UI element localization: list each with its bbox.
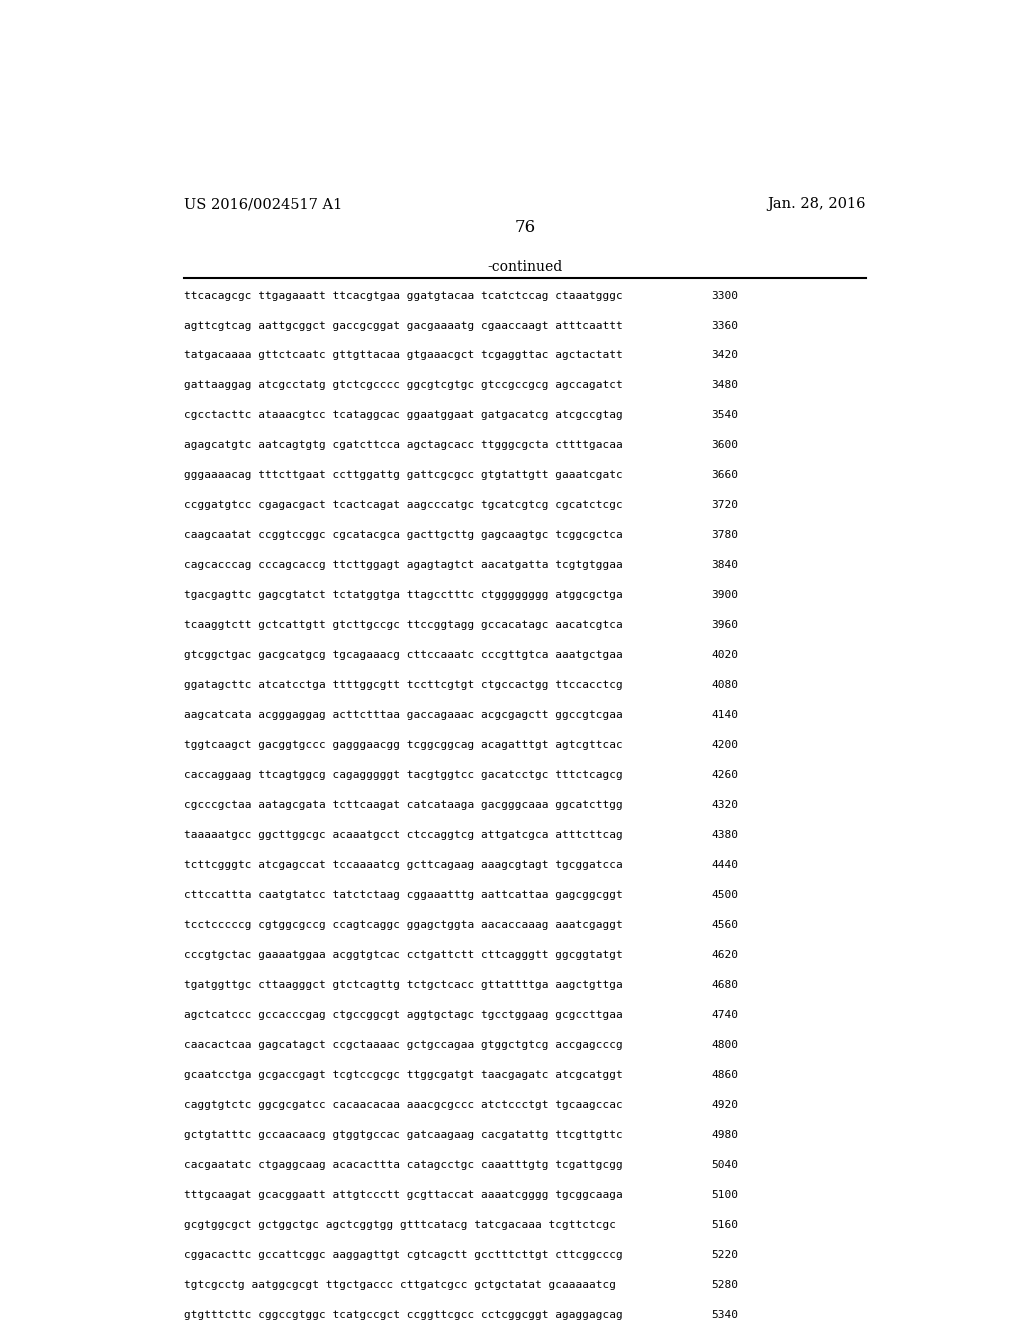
- Text: cagcacccag cccagcaccg ttcttggagt agagtagtct aacatgatta tcgtgtggaa: cagcacccag cccagcaccg ttcttggagt agagtag…: [183, 561, 623, 570]
- Text: 4500: 4500: [712, 890, 738, 900]
- Text: agagcatgtc aatcagtgtg cgatcttcca agctagcacc ttgggcgcta cttttgacaa: agagcatgtc aatcagtgtg cgatcttcca agctagc…: [183, 441, 623, 450]
- Text: gtgtttcttc cggccgtggc tcatgccgct ccggttcgcc cctcggcggt agaggagcag: gtgtttcttc cggccgtggc tcatgccgct ccggttc…: [183, 1309, 623, 1320]
- Text: 4320: 4320: [712, 800, 738, 810]
- Text: 3420: 3420: [712, 351, 738, 360]
- Text: US 2016/0024517 A1: US 2016/0024517 A1: [183, 197, 342, 211]
- Text: cacgaatatc ctgaggcaag acacacttta catagcctgc caaatttgtg tcgattgcgg: cacgaatatc ctgaggcaag acacacttta catagcc…: [183, 1160, 623, 1170]
- Text: gattaaggag atcgcctatg gtctcgcccc ggcgtcgtgc gtccgccgcg agccagatct: gattaaggag atcgcctatg gtctcgcccc ggcgtcg…: [183, 380, 623, 391]
- Text: ccggatgtcc cgagacgact tcactcagat aagcccatgc tgcatcgtcg cgcatctcgc: ccggatgtcc cgagacgact tcactcagat aagccca…: [183, 500, 623, 511]
- Text: tcttcgggtc atcgagccat tccaaaatcg gcttcagaag aaagcgtagt tgcggatcca: tcttcgggtc atcgagccat tccaaaatcg gcttcag…: [183, 861, 623, 870]
- Text: 3600: 3600: [712, 441, 738, 450]
- Text: tgatggttgc cttaagggct gtctcagttg tctgctcacc gttattttga aagctgttga: tgatggttgc cttaagggct gtctcagttg tctgctc…: [183, 981, 623, 990]
- Text: 4620: 4620: [712, 950, 738, 960]
- Text: 3960: 3960: [712, 620, 738, 631]
- Text: ttcacagcgc ttgagaaatt ttcacgtgaa ggatgtacaa tcatctccag ctaaatgggc: ttcacagcgc ttgagaaatt ttcacgtgaa ggatgta…: [183, 290, 623, 301]
- Text: agttcgtcag aattgcggct gaccgcggat gacgaaaatg cgaaccaagt atttcaattt: agttcgtcag aattgcggct gaccgcggat gacgaaa…: [183, 321, 623, 330]
- Text: 5280: 5280: [712, 1280, 738, 1290]
- Text: caggtgtctc ggcgcgatcc cacaacacaa aaacgcgccc atctccctgt tgcaagccac: caggtgtctc ggcgcgatcc cacaacacaa aaacgcg…: [183, 1100, 623, 1110]
- Text: 4800: 4800: [712, 1040, 738, 1051]
- Text: tcaaggtctt gctcattgtt gtcttgccgc ttccggtagg gccacatagc aacatcgtca: tcaaggtctt gctcattgtt gtcttgccgc ttccggt…: [183, 620, 623, 631]
- Text: gcgtggcgct gctggctgc agctcggtgg gtttcatacg tatcgacaaa tcgttctcgc: gcgtggcgct gctggctgc agctcggtgg gtttcata…: [183, 1220, 615, 1230]
- Text: cccgtgctac gaaaatggaa acggtgtcac cctgattctt cttcagggtt ggcggtatgt: cccgtgctac gaaaatggaa acggtgtcac cctgatt…: [183, 950, 623, 960]
- Text: 3780: 3780: [712, 531, 738, 540]
- Text: 5040: 5040: [712, 1160, 738, 1170]
- Text: cgcccgctaa aatagcgata tcttcaagat catcataaga gacgggcaaa ggcatcttgg: cgcccgctaa aatagcgata tcttcaagat catcata…: [183, 800, 623, 810]
- Text: tcctcccccg cgtggcgccg ccagtcaggc ggagctggta aacaccaaag aaatcgaggt: tcctcccccg cgtggcgccg ccagtcaggc ggagctg…: [183, 920, 623, 931]
- Text: gggaaaacag tttcttgaat ccttggattg gattcgcgcc gtgtattgtt gaaatcgatc: gggaaaacag tttcttgaat ccttggattg gattcgc…: [183, 470, 623, 480]
- Text: cgcctacttc ataaacgtcc tcataggcac ggaatggaat gatgacatcg atcgccgtag: cgcctacttc ataaacgtcc tcataggcac ggaatgg…: [183, 411, 623, 421]
- Text: 3720: 3720: [712, 500, 738, 511]
- Text: tgacgagttc gagcgtatct tctatggtga ttagcctttc ctgggggggg atggcgctga: tgacgagttc gagcgtatct tctatggtga ttagcct…: [183, 590, 623, 601]
- Text: 4440: 4440: [712, 861, 738, 870]
- Text: 76: 76: [514, 219, 536, 236]
- Text: 5220: 5220: [712, 1250, 738, 1261]
- Text: gtcggctgac gacgcatgcg tgcagaaacg cttccaaatc cccgttgtca aaatgctgaa: gtcggctgac gacgcatgcg tgcagaaacg cttccaa…: [183, 651, 623, 660]
- Text: tggtcaagct gacggtgccc gagggaacgg tcggcggcag acagatttgt agtcgttcac: tggtcaagct gacggtgccc gagggaacgg tcggcgg…: [183, 741, 623, 750]
- Text: agctcatccc gccacccgag ctgccggcgt aggtgctagc tgcctggaag gcgccttgaa: agctcatccc gccacccgag ctgccggcgt aggtgct…: [183, 1010, 623, 1020]
- Text: 4140: 4140: [712, 710, 738, 721]
- Text: caccaggaag ttcagtggcg cagagggggt tacgtggtcc gacatcctgc tttctcagcg: caccaggaag ttcagtggcg cagagggggt tacgtgg…: [183, 771, 623, 780]
- Text: caacactcaa gagcatagct ccgctaaaac gctgccagaa gtggctgtcg accgagcccg: caacactcaa gagcatagct ccgctaaaac gctgcca…: [183, 1040, 623, 1051]
- Text: caagcaatat ccggtccggc cgcatacgca gacttgcttg gagcaagtgc tcggcgctca: caagcaatat ccggtccggc cgcatacgca gacttgc…: [183, 531, 623, 540]
- Text: 4200: 4200: [712, 741, 738, 750]
- Text: gcaatcctga gcgaccgagt tcgtccgcgc ttggcgatgt taacgagatc atcgcatggt: gcaatcctga gcgaccgagt tcgtccgcgc ttggcga…: [183, 1071, 623, 1080]
- Text: cggacacttc gccattcggc aaggagttgt cgtcagctt gcctttcttgt cttcggcccg: cggacacttc gccattcggc aaggagttgt cgtcagc…: [183, 1250, 623, 1261]
- Text: tttgcaagat gcacggaatt attgtccctt gcgttaccat aaaatcgggg tgcggcaaga: tttgcaagat gcacggaatt attgtccctt gcgttac…: [183, 1191, 623, 1200]
- Text: 4260: 4260: [712, 771, 738, 780]
- Text: Jan. 28, 2016: Jan. 28, 2016: [768, 197, 866, 211]
- Text: aagcatcata acgggaggag acttctttaa gaccagaaac acgcgagctt ggccgtcgaa: aagcatcata acgggaggag acttctttaa gaccaga…: [183, 710, 623, 721]
- Text: 3900: 3900: [712, 590, 738, 601]
- Text: 5340: 5340: [712, 1309, 738, 1320]
- Text: 4680: 4680: [712, 981, 738, 990]
- Text: 3480: 3480: [712, 380, 738, 391]
- Text: cttccattta caatgtatcc tatctctaag cggaaatttg aattcattaa gagcggcggt: cttccattta caatgtatcc tatctctaag cggaaat…: [183, 890, 623, 900]
- Text: tatgacaaaa gttctcaatc gttgttacaa gtgaaacgct tcgaggttac agctactatt: tatgacaaaa gttctcaatc gttgttacaa gtgaaac…: [183, 351, 623, 360]
- Text: 4020: 4020: [712, 651, 738, 660]
- Text: 5160: 5160: [712, 1220, 738, 1230]
- Text: 4560: 4560: [712, 920, 738, 931]
- Text: 3840: 3840: [712, 561, 738, 570]
- Text: 3660: 3660: [712, 470, 738, 480]
- Text: ggatagcttc atcatcctga ttttggcgtt tccttcgtgt ctgccactgg ttccacctcg: ggatagcttc atcatcctga ttttggcgtt tccttcg…: [183, 680, 623, 690]
- Text: 4080: 4080: [712, 680, 738, 690]
- Text: 3540: 3540: [712, 411, 738, 421]
- Text: tgtcgcctg aatggcgcgt ttgctgaccc cttgatcgcc gctgctatat gcaaaaatcg: tgtcgcctg aatggcgcgt ttgctgaccc cttgatcg…: [183, 1280, 615, 1290]
- Text: -continued: -continued: [487, 260, 562, 275]
- Text: taaaaatgcc ggcttggcgc acaaatgcct ctccaggtcg attgatcgca atttcttcag: taaaaatgcc ggcttggcgc acaaatgcct ctccagg…: [183, 830, 623, 841]
- Text: 4980: 4980: [712, 1130, 738, 1140]
- Text: 4380: 4380: [712, 830, 738, 841]
- Text: gctgtatttc gccaacaacg gtggtgccac gatcaagaag cacgatattg ttcgttgttc: gctgtatttc gccaacaacg gtggtgccac gatcaag…: [183, 1130, 623, 1140]
- Text: 3300: 3300: [712, 290, 738, 301]
- Text: 3360: 3360: [712, 321, 738, 330]
- Text: 5100: 5100: [712, 1191, 738, 1200]
- Text: 4740: 4740: [712, 1010, 738, 1020]
- Text: 4860: 4860: [712, 1071, 738, 1080]
- Text: 4920: 4920: [712, 1100, 738, 1110]
